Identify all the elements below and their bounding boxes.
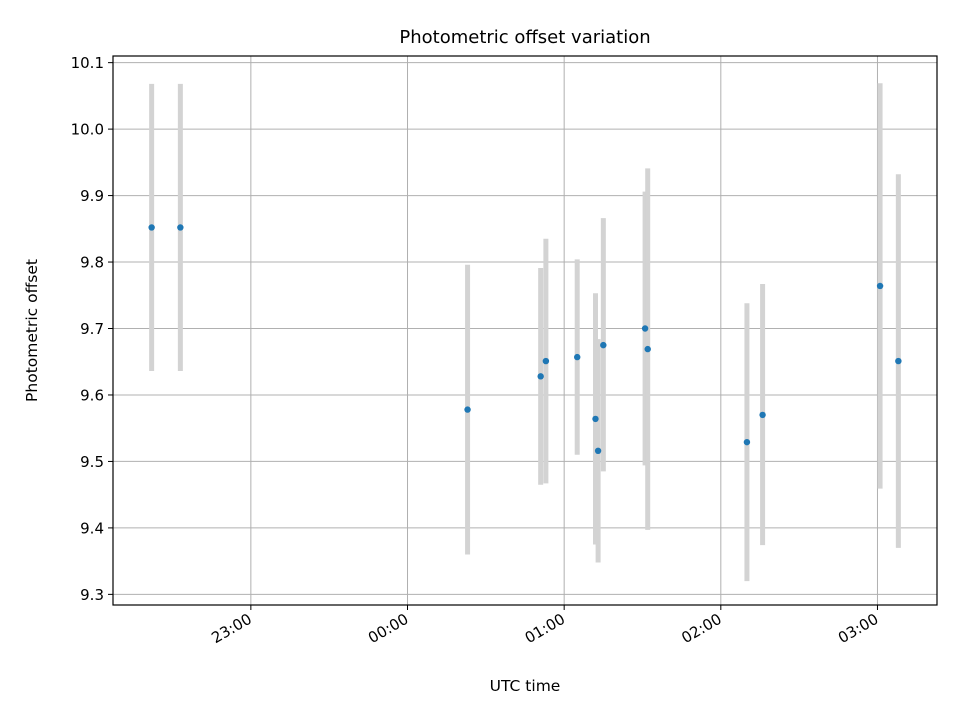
data-point bbox=[876, 282, 884, 290]
y-tick-label: 9.9 bbox=[80, 187, 104, 205]
y-tick-label: 9.3 bbox=[80, 586, 104, 604]
y-tick-label: 10.1 bbox=[71, 54, 104, 72]
plot-frame bbox=[112, 55, 938, 606]
data-points bbox=[148, 224, 902, 455]
y-tick-label: 9.4 bbox=[80, 519, 104, 537]
y-tick-label: 9.6 bbox=[80, 386, 104, 404]
grid bbox=[113, 56, 937, 605]
chart-title: Photometric offset variation bbox=[399, 27, 650, 48]
data-point bbox=[464, 406, 471, 413]
data-point bbox=[641, 325, 649, 332]
data-point bbox=[592, 415, 599, 423]
x-axis-label: UTC time bbox=[490, 677, 561, 695]
data-point bbox=[895, 357, 902, 365]
data-point bbox=[743, 438, 751, 446]
data-point bbox=[177, 224, 184, 231]
data-point bbox=[594, 447, 602, 455]
data-point bbox=[600, 341, 607, 349]
y-tick-label: 9.8 bbox=[80, 254, 104, 272]
data-point bbox=[574, 353, 581, 361]
y-tick-label: 9.5 bbox=[80, 453, 104, 471]
data-point bbox=[644, 345, 651, 353]
data-point bbox=[542, 357, 550, 365]
y-axis-label: Photometric offset bbox=[23, 259, 41, 402]
data-point bbox=[537, 373, 544, 380]
data-point bbox=[148, 224, 155, 231]
y-tick-label: 9.7 bbox=[80, 320, 104, 338]
y-tick-label: 10.0 bbox=[71, 121, 104, 139]
data-point bbox=[759, 411, 766, 419]
